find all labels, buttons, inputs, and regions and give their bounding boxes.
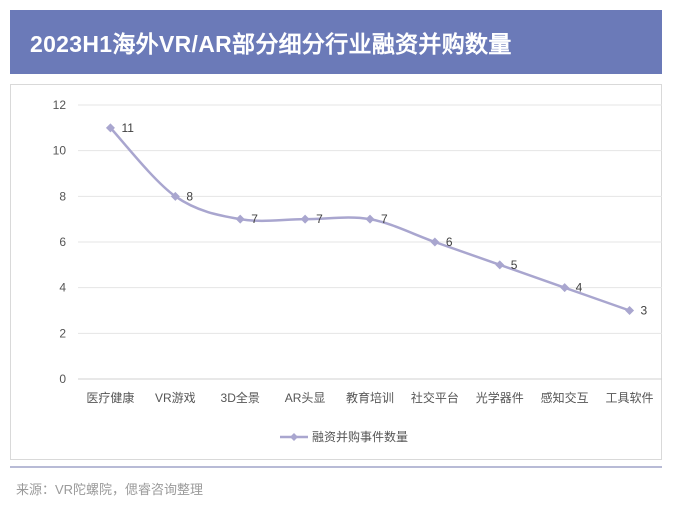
data-point <box>625 306 635 315</box>
data-point <box>365 214 375 224</box>
y-axis-ticks: 0 2 4 6 8 10 12 <box>53 98 67 386</box>
series-markers <box>105 123 635 315</box>
data-label: 7 <box>316 212 323 226</box>
x-tick-label: 教育培训 <box>346 390 394 405</box>
x-tick-label: VR游戏 <box>155 391 196 405</box>
y-tick-label: 10 <box>53 144 67 158</box>
x-tick-label: 感知交互 <box>541 390 589 405</box>
data-point <box>560 283 570 293</box>
data-point <box>495 260 505 270</box>
gridlines <box>78 104 662 380</box>
y-tick-label: 0 <box>59 372 66 386</box>
data-label: 11 <box>121 121 134 135</box>
data-label: 6 <box>446 235 453 249</box>
data-labels: 11 8 7 7 7 6 5 4 3 <box>121 121 647 318</box>
x-tick-label: 光学器件 <box>476 390 524 405</box>
x-tick-label: 社交平台 <box>411 390 459 405</box>
data-label: 8 <box>186 189 193 203</box>
x-tick-label: 工具软件 <box>606 391 654 405</box>
footer-divider <box>10 466 662 468</box>
x-tick-label: 3D全景 <box>221 390 260 405</box>
legend-label: 融资并购事件数量 <box>312 429 408 444</box>
y-tick-label: 2 <box>59 326 66 340</box>
y-tick-label: 12 <box>53 98 67 112</box>
x-tick-label: 医疗健康 <box>86 390 134 405</box>
data-point <box>430 237 440 247</box>
x-tick-label: AR头显 <box>285 391 326 405</box>
data-label: 7 <box>251 212 258 226</box>
line-chart: 0 2 4 6 8 10 12 医疗健康 VR游戏 3D全景 AR头显 教育培训 社交平台 光学器件 感知… <box>53 98 662 444</box>
data-point <box>170 191 180 201</box>
data-label: 3 <box>641 304 648 318</box>
data-label: 7 <box>381 212 388 226</box>
data-point <box>300 214 310 224</box>
y-tick-label: 6 <box>59 235 66 249</box>
chart-panel <box>10 84 662 460</box>
data-point <box>105 123 115 133</box>
legend-marker-swatch <box>290 433 298 441</box>
data-point <box>235 214 245 224</box>
chart-title: 2023H1海外VR/AR部分细分行业融资并购数量 <box>10 10 662 74</box>
y-tick-label: 4 <box>59 281 66 295</box>
data-label: 4 <box>576 281 583 295</box>
y-tick-label: 8 <box>59 189 66 203</box>
legend: 融资并购事件数量 <box>280 429 408 444</box>
data-label: 5 <box>511 258 518 272</box>
source-note: 来源：VR陀螺院，偲睿咨询整理 <box>16 482 204 497</box>
x-axis-ticks: 医疗健康 VR游戏 3D全景 AR头显 教育培训 社交平台 光学器件 感知交互 工具软件 <box>86 390 653 405</box>
